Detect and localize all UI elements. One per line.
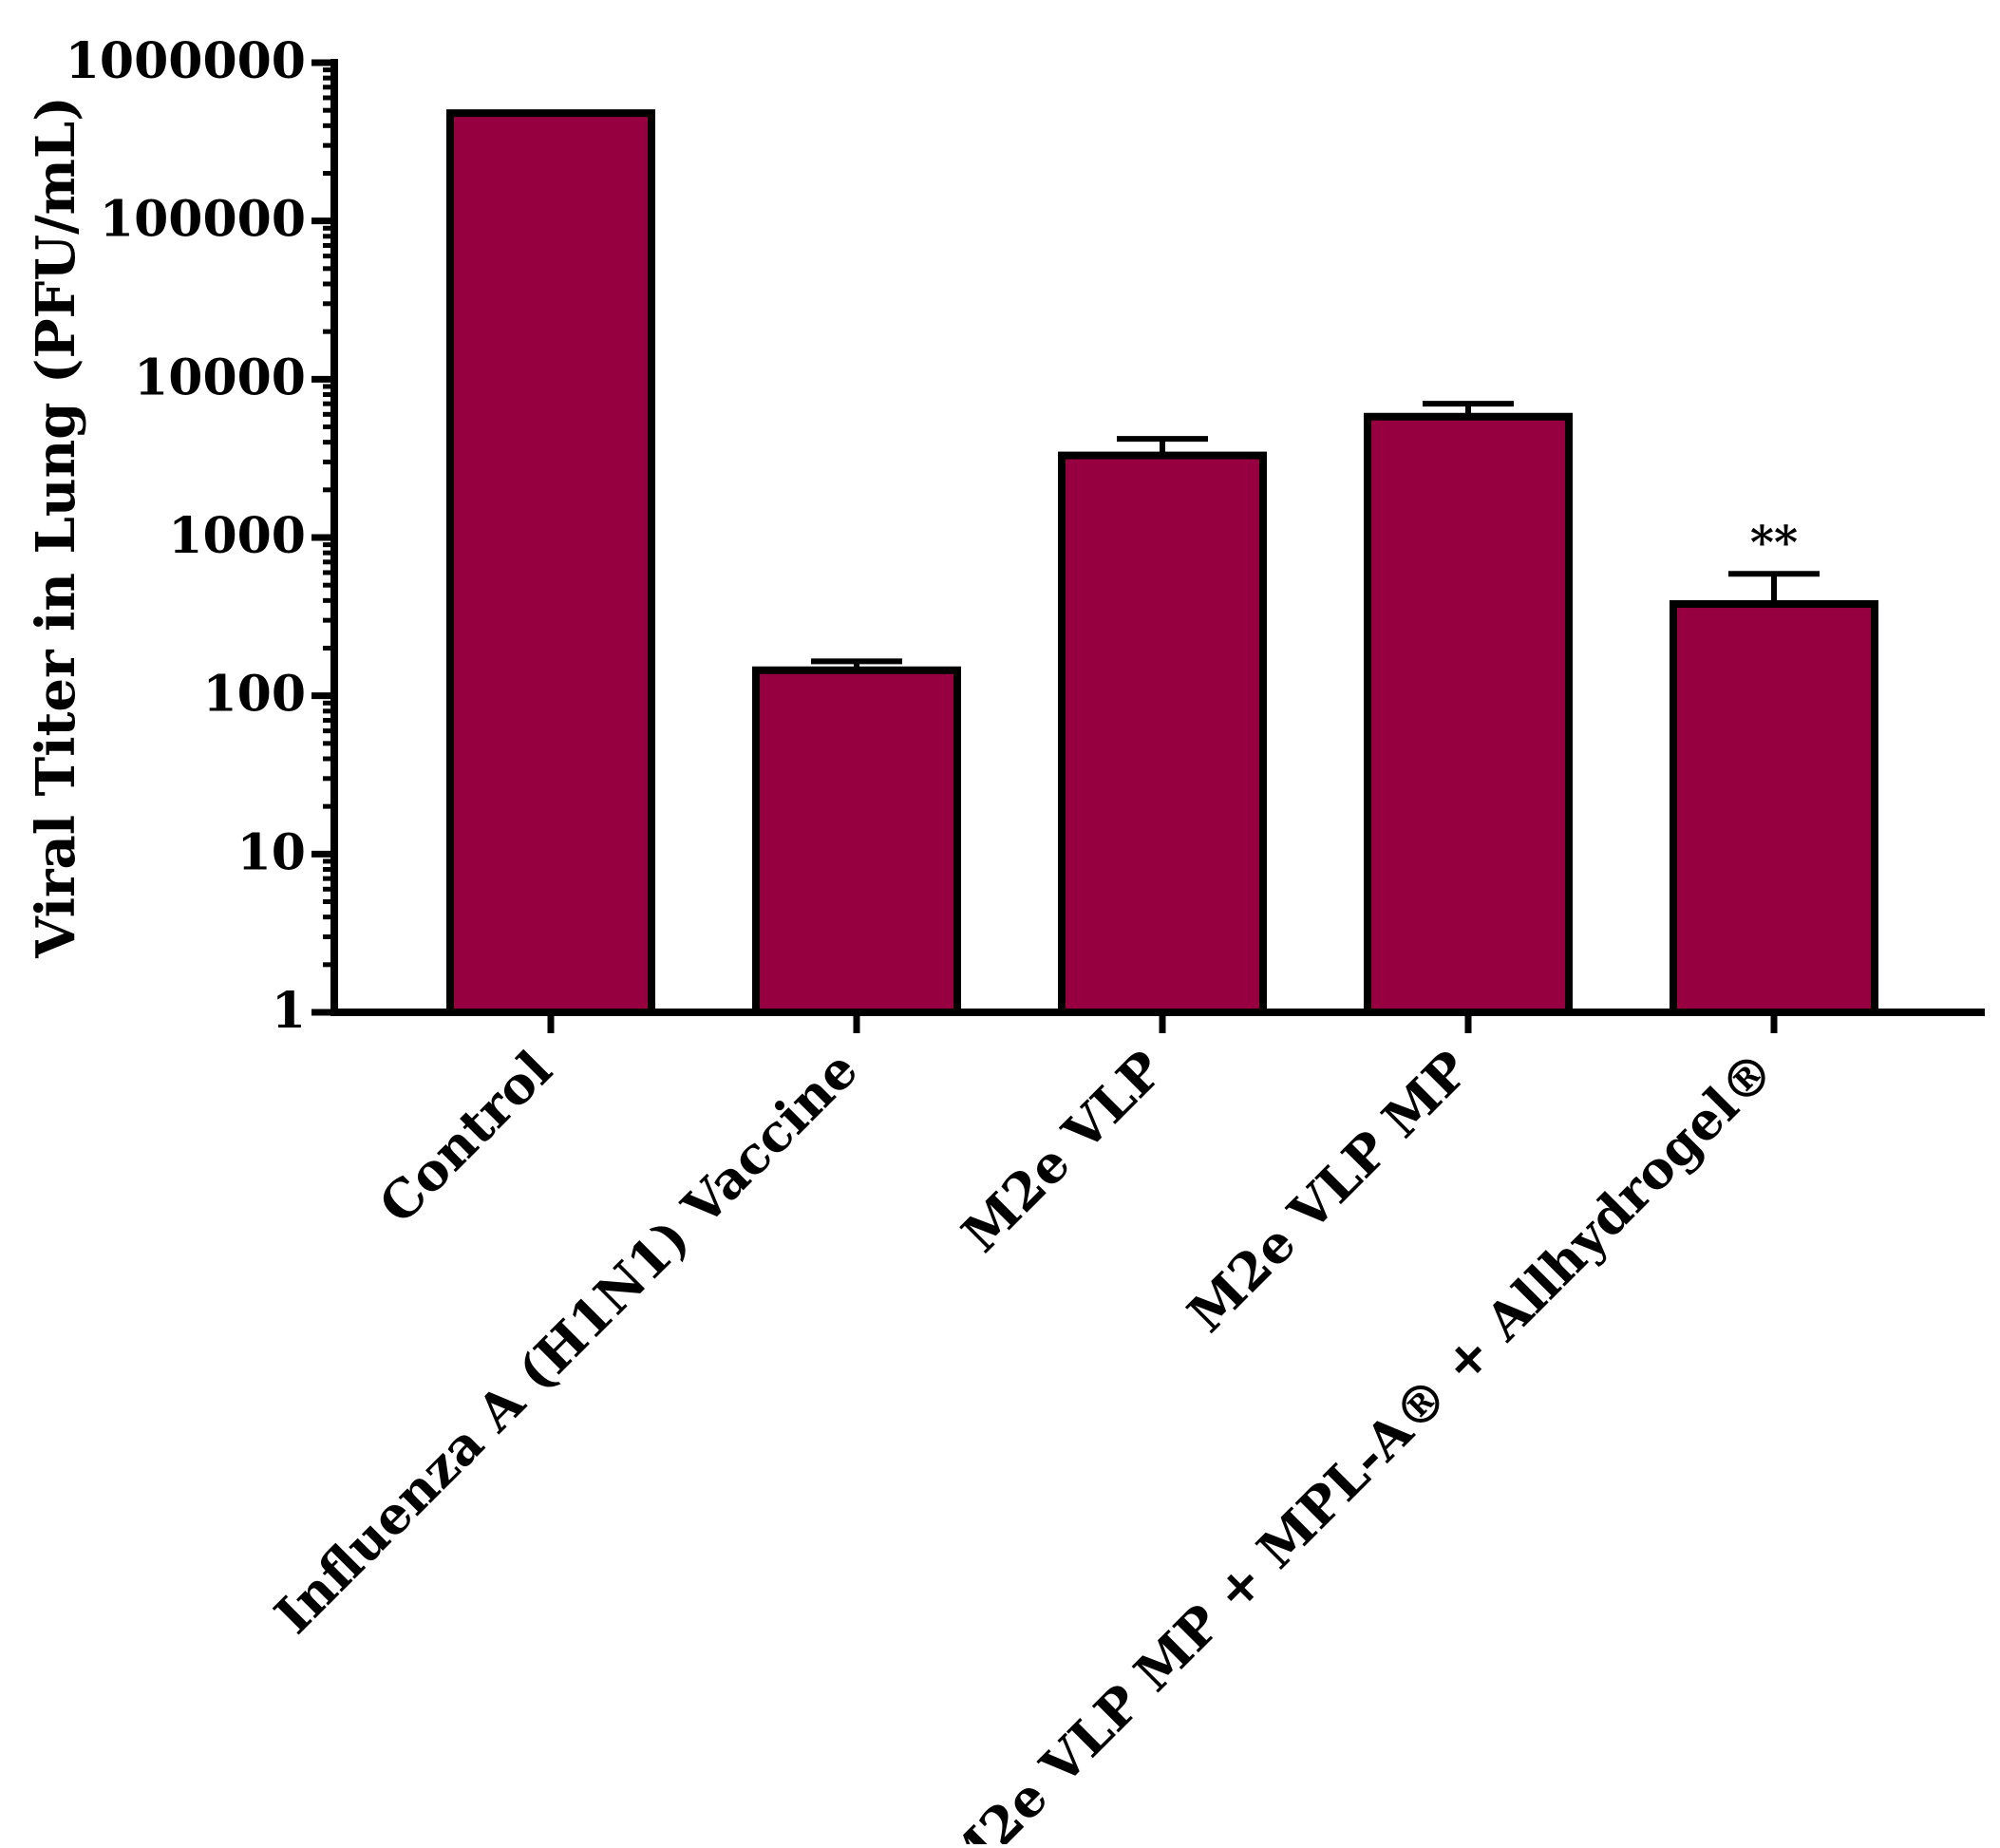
y-tick-label: 10000 bbox=[134, 349, 306, 406]
x-tick-label: M2e VLP bbox=[950, 1039, 1175, 1264]
bar bbox=[1670, 600, 1878, 1016]
significance-label: ** bbox=[1750, 517, 1798, 570]
x-tick-label: Control bbox=[368, 1039, 564, 1235]
y-tick-label: 1000000 bbox=[66, 32, 306, 90]
y-tick-label: 1 bbox=[272, 982, 306, 1040]
bar bbox=[1364, 412, 1573, 1016]
y-tick-label: 10 bbox=[237, 823, 306, 881]
x-tick-label: M2e VLP MP bbox=[1176, 1039, 1481, 1344]
bar bbox=[446, 109, 655, 1016]
y-tick-label: 100 bbox=[202, 666, 306, 724]
y-axis-label: Viral Titer in Lung (PFU/mL) bbox=[25, 96, 87, 958]
bar bbox=[1058, 451, 1267, 1017]
y-tick-label: 100000 bbox=[100, 191, 306, 249]
bar bbox=[752, 666, 961, 1016]
y-tick-label: 1000 bbox=[168, 507, 306, 565]
x-tick-label: Influenza A (H1N1) Vaccine bbox=[263, 1039, 870, 1646]
